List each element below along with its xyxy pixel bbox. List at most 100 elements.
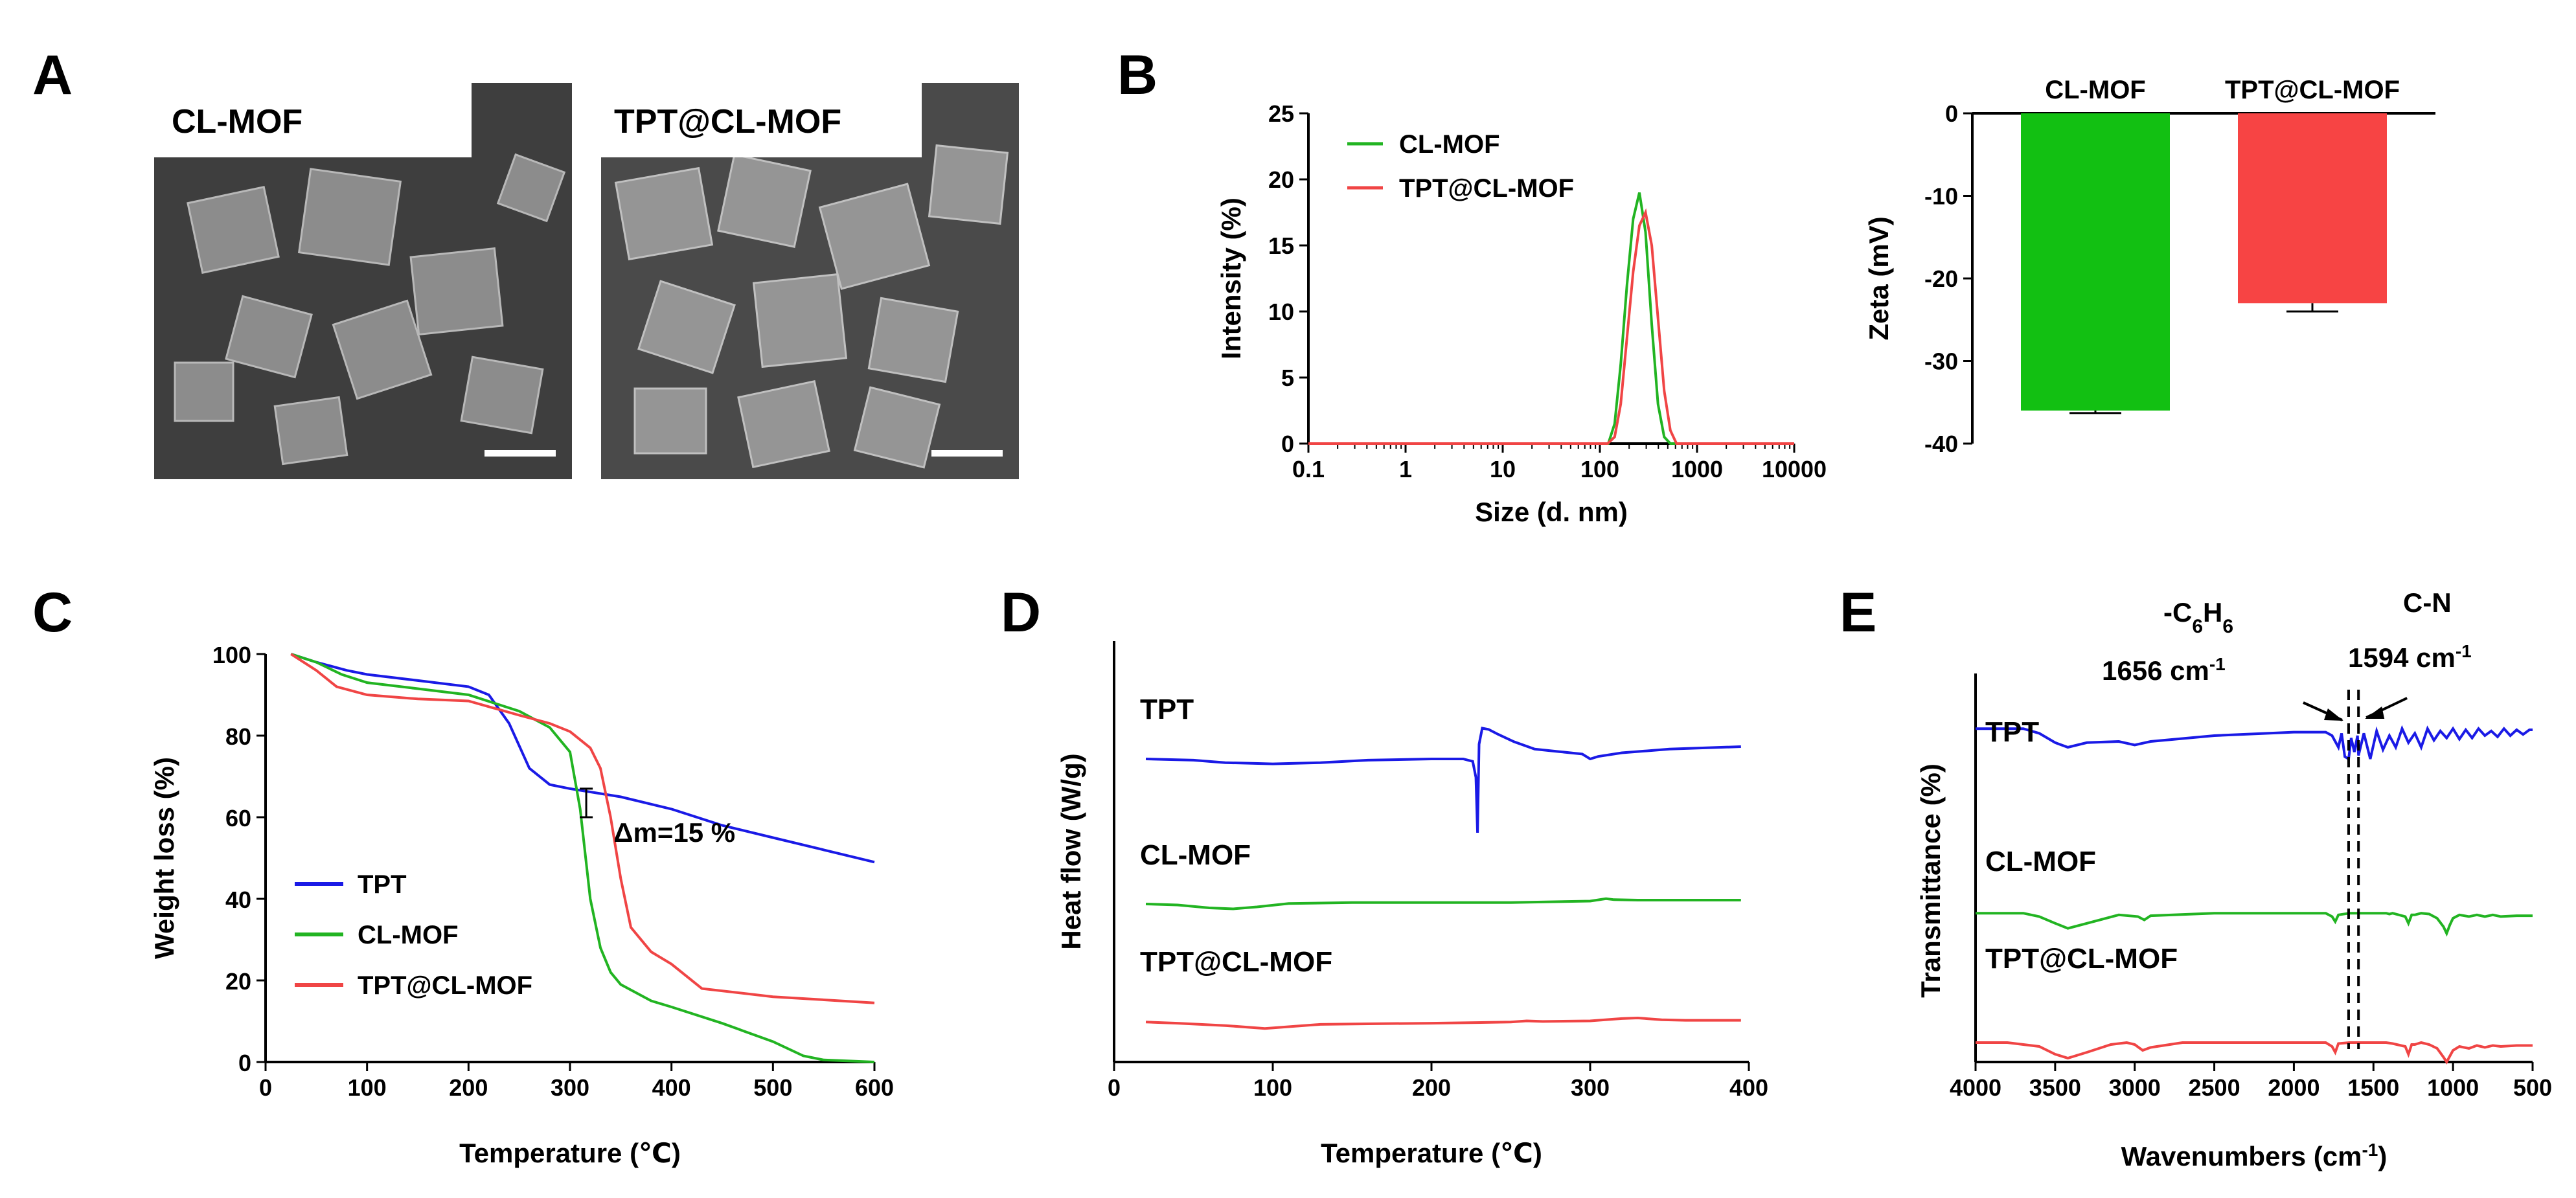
y-tick-label: 25 bbox=[1268, 100, 1294, 127]
x-tick-label: 10 bbox=[1490, 456, 1516, 482]
panel-letter-a: A bbox=[32, 44, 73, 106]
x-tick-label: 10000 bbox=[1762, 456, 1827, 482]
x-tick-label: 0.1 bbox=[1292, 456, 1325, 482]
y-tick-label: 80 bbox=[225, 723, 251, 750]
legend-label-tpt-cl-mof: TPT@CL-MOF bbox=[358, 971, 532, 1000]
trace-label-tpt: TPT bbox=[1140, 694, 1194, 725]
y-axis-label: Heat flow (W/g) bbox=[1056, 753, 1086, 949]
series-line-cl-mof bbox=[1976, 912, 2533, 937]
y-tick-label: 15 bbox=[1268, 232, 1294, 259]
x-tick-label: 100 bbox=[1580, 456, 1619, 482]
x-tick-label: 0 bbox=[259, 1074, 272, 1101]
x-tick-label: 3500 bbox=[2029, 1074, 2081, 1101]
y-tick-label: 60 bbox=[225, 805, 251, 831]
y-tick-label: -40 bbox=[1924, 431, 1958, 457]
annotation-1656: 1656 cm-1 bbox=[2102, 654, 2226, 686]
sem-label-cl-mof: CL-MOF bbox=[172, 103, 302, 141]
y-tick-label: -30 bbox=[1924, 348, 1958, 375]
y-axis-label: Zeta (mV) bbox=[1864, 216, 1894, 340]
series-line-tpt-cl-mof bbox=[1145, 1016, 1741, 1030]
x-tick-label: 200 bbox=[449, 1074, 488, 1101]
legend-label-cl-mof: CL-MOF bbox=[1399, 130, 1500, 159]
panel-letter-e: E bbox=[1840, 582, 1876, 644]
y-axis-label: Weight loss (%) bbox=[149, 757, 179, 959]
bar-cl-mof bbox=[2021, 113, 2170, 411]
panel-letter-b: B bbox=[1117, 44, 1157, 106]
series-line-tpt-cl-mof bbox=[1976, 1041, 2533, 1065]
chart-dls-size-distribution: 0 5 10 15 20 25 0.1 1 10 100 1000 10000 Size (d. nm)… bbox=[1216, 100, 1827, 527]
legend-label-cl-mof: CL-MOF bbox=[358, 921, 459, 949]
y-tick-label: 20 bbox=[1268, 166, 1294, 193]
y-tick-label: 20 bbox=[225, 968, 251, 995]
x-tick-label: 500 bbox=[753, 1074, 792, 1101]
y-tick-label: 10 bbox=[1268, 299, 1294, 325]
y-tick-label: -10 bbox=[1924, 183, 1958, 210]
series-line-cl-mof bbox=[1145, 897, 1741, 910]
y-tick-label: 40 bbox=[225, 887, 251, 913]
x-tick-label: 600 bbox=[855, 1074, 894, 1101]
sem-image-cl-mof bbox=[154, 83, 572, 479]
annotation-c-n: C-N bbox=[2403, 587, 2452, 618]
arrowhead-1656 bbox=[2323, 708, 2343, 721]
x-tick-label: 100 bbox=[1253, 1074, 1292, 1101]
trace-label-tpt: TPT bbox=[1985, 716, 2039, 748]
trace-label-tpt-cl-mof: TPT@CL-MOF bbox=[1140, 946, 1332, 978]
series-line-tpt-cl-mof bbox=[1308, 208, 1794, 445]
x-axis-label: Size (d. nm) bbox=[1475, 497, 1628, 527]
sem-label-tpt-cl-mof: TPT@CL-MOF bbox=[614, 103, 841, 141]
chart-zeta-potential: 0 -10 -20 -30 -40 Zeta (mV) CL-MOF TPT@CL-MOF bbox=[1864, 76, 2435, 457]
chart-tga-weight-loss: 0 20 40 60 80 100 0 100 200 300 400 500 600 Temperatu… bbox=[149, 642, 894, 1168]
y-tick-label: 0 bbox=[238, 1050, 251, 1076]
annotation-1594: 1594 cm-1 bbox=[2348, 641, 2472, 673]
arrowhead-1594 bbox=[2365, 706, 2385, 719]
bar-tpt-cl-mof bbox=[2238, 113, 2387, 304]
panel-letter-c: C bbox=[32, 582, 73, 644]
series-line-tpt bbox=[290, 653, 875, 864]
x-tick-label: 2500 bbox=[2189, 1074, 2240, 1101]
annotation-c6h6: -C6H6 bbox=[2163, 597, 2233, 637]
x-tick-label: 400 bbox=[652, 1074, 691, 1101]
chart-dsc-heat-flow: 0 100 200 300 400 Temperature (℃) Heat flow (W… bbox=[1056, 641, 1768, 1168]
panel-letter-d: D bbox=[1001, 582, 1041, 644]
series-line-tpt bbox=[1145, 727, 1741, 833]
x-tick-label: 100 bbox=[348, 1074, 387, 1101]
x-tick-label: 300 bbox=[551, 1074, 589, 1101]
series-line-tpt-cl-mof bbox=[290, 653, 875, 1004]
x-tick-label: 1000 bbox=[1671, 456, 1723, 482]
sem-image-tpt-cl-mof bbox=[601, 83, 1019, 479]
series-line-cl-mof bbox=[290, 653, 875, 1063]
y-tick-label: 5 bbox=[1281, 365, 1294, 391]
category-label-cl-mof: CL-MOF bbox=[2045, 76, 2146, 104]
x-tick-label: 3000 bbox=[2109, 1074, 2161, 1101]
y-tick-label: 0 bbox=[1945, 100, 1958, 127]
x-tick-label: 400 bbox=[1729, 1074, 1768, 1101]
y-tick-label: 100 bbox=[212, 642, 251, 668]
x-tick-label: 0 bbox=[1108, 1074, 1121, 1101]
x-tick-label: 200 bbox=[1412, 1074, 1451, 1101]
trace-label-tpt-cl-mof: TPT@CL-MOF bbox=[1985, 943, 2178, 975]
x-tick-label: 300 bbox=[1571, 1074, 1610, 1101]
x-tick-label: 1000 bbox=[2427, 1074, 2479, 1101]
x-tick-label: 4000 bbox=[1950, 1074, 2001, 1101]
legend-label-tpt-cl-mof: TPT@CL-MOF bbox=[1399, 174, 1574, 203]
y-axis-label: Transmittance (%) bbox=[1915, 763, 1946, 998]
trace-label-cl-mof: CL-MOF bbox=[1985, 846, 2096, 877]
x-tick-label: 2000 bbox=[2268, 1074, 2320, 1101]
delta-m-annotation: Δm=15 % bbox=[613, 817, 735, 848]
y-tick-label: -20 bbox=[1924, 266, 1958, 292]
x-axis-label: Temperature (℃) bbox=[1321, 1138, 1542, 1168]
x-tick-label: 1 bbox=[1399, 456, 1412, 482]
x-axis-label: Wavenumbers (cm-1) bbox=[2121, 1140, 2388, 1172]
chart-ftir-transmittance: 4000 3500 3000 2500 2000 1500 1000 500 Wavenumbe… bbox=[1915, 587, 2552, 1171]
x-tick-label: 1500 bbox=[2347, 1074, 2399, 1101]
category-label-tpt-cl-mof: TPT@CL-MOF bbox=[2225, 76, 2400, 104]
x-tick-label: 500 bbox=[2513, 1074, 2552, 1101]
series-line-cl-mof bbox=[1308, 192, 1794, 445]
x-axis-label: Temperature (℃) bbox=[459, 1138, 681, 1168]
y-axis-label: Intensity (%) bbox=[1216, 198, 1246, 359]
series-line-tpt bbox=[1976, 725, 2533, 762]
trace-label-cl-mof: CL-MOF bbox=[1140, 839, 1251, 871]
y-tick-label: 0 bbox=[1281, 431, 1294, 457]
legend-label-tpt: TPT bbox=[358, 870, 407, 899]
